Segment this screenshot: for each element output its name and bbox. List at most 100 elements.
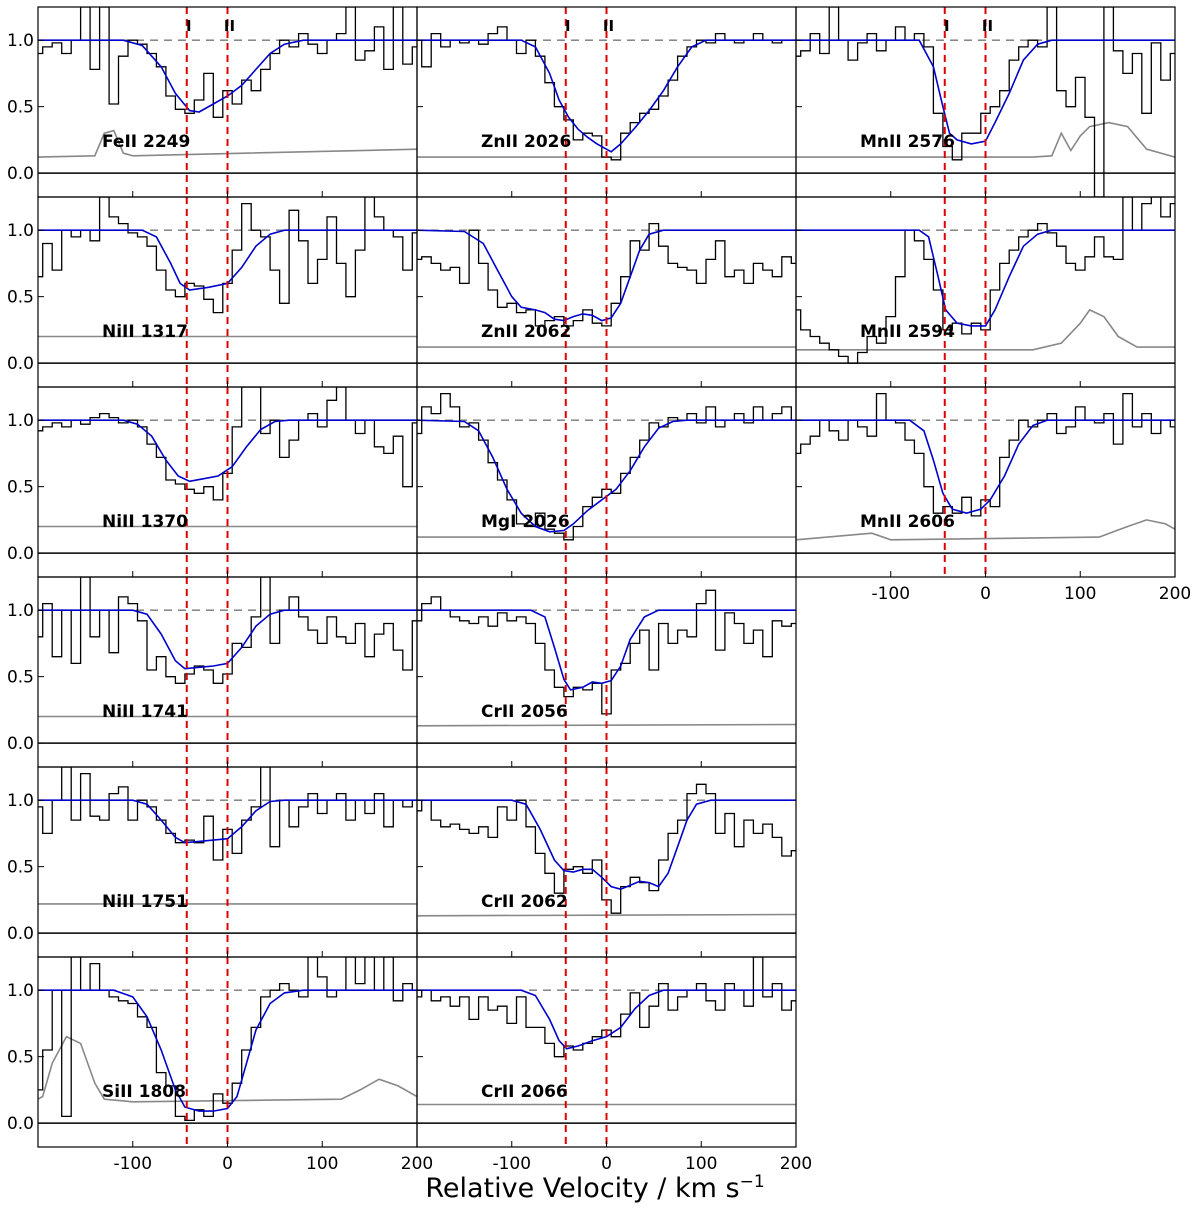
species-label: ZnII 2062 — [481, 322, 571, 342]
panel-plot-area — [796, 387, 1175, 577]
y-tick-label: 0.5 — [7, 98, 34, 118]
x-tick-label: 200 — [401, 1154, 433, 1174]
species-label: MnII 2606 — [860, 512, 955, 532]
voigt-fit-line — [38, 419, 417, 483]
y-tick-label: 0.5 — [7, 858, 34, 878]
species-label: NiII 1370 — [102, 512, 188, 532]
voigt-fit-line — [417, 419, 796, 533]
flux-histogram — [417, 957, 796, 1058]
error-spectrum — [38, 129, 417, 158]
component-label: I — [565, 17, 571, 35]
spectrum-panel: 0.0 0.5 1.0 NiII 1741 — [7, 576, 418, 768]
voigt-fit-line — [796, 419, 1175, 515]
x-tick-label: 0 — [222, 1154, 233, 1174]
error-spectrum — [796, 519, 1175, 541]
error-spectrum — [38, 1035, 417, 1103]
y-tick-label: 1.0 — [7, 221, 34, 241]
species-label: NiII 1317 — [102, 322, 188, 342]
species-label: MnII 2576 — [860, 132, 955, 152]
species-label: NiII 1751 — [102, 892, 188, 912]
panel-plot-area — [417, 767, 796, 957]
component-label: II — [603, 17, 614, 35]
panel-plot-area — [796, 197, 1175, 387]
component-label: II — [982, 17, 993, 35]
x-tick-label: -100 — [113, 1154, 152, 1174]
component-label: I — [186, 17, 192, 35]
y-tick-label: 0.0 — [7, 734, 34, 754]
species-label: FeII 2249 — [102, 132, 190, 152]
x-tick-label: 0 — [980, 584, 991, 604]
spectrum-panel: 0.0 0.5 1.0 NiII 1317 — [7, 196, 418, 388]
voigt-fit-line — [417, 989, 796, 1050]
x-axis-title-exponent: −1 — [740, 1172, 765, 1192]
voigt-fit-line — [38, 39, 417, 113]
y-tick-label: 1.0 — [7, 981, 34, 1001]
voigt-fit-line — [38, 229, 417, 291]
panel-plot-area — [417, 7, 796, 197]
x-tick-label: 100 — [685, 1154, 717, 1174]
spectrum-panel: 0.0 0.5 1.0 NiII 1751 — [7, 766, 418, 958]
species-label: MnII 2594 — [860, 322, 955, 342]
component-label: II — [224, 17, 235, 35]
species-label: SiII 1808 — [102, 1082, 186, 1102]
voigt-fit-line — [417, 39, 796, 153]
panel-plot-area — [38, 197, 417, 387]
flux-histogram — [417, 222, 796, 327]
flux-histogram — [796, 7, 1175, 197]
y-tick-label: 0.0 — [7, 1114, 34, 1134]
voigt-fit-line — [417, 229, 796, 322]
x-tick-label: 200 — [1159, 584, 1191, 604]
spectrum-panel: -100 0 100 200 MnII 2606 — [795, 386, 1191, 604]
voigt-fit-line — [38, 799, 417, 844]
y-tick-label: 0.0 — [7, 924, 34, 944]
panel-plot-area — [417, 197, 796, 387]
error-spectrum — [796, 121, 1175, 158]
panel-plot-area — [38, 957, 417, 1147]
x-tick-label: 0 — [601, 1154, 612, 1174]
spectrum-panel: MnII 2594 — [795, 196, 1176, 388]
y-tick-label: 0.5 — [7, 668, 34, 688]
x-axis-title-text: Relative Velocity / km s — [425, 1173, 739, 1204]
panel-plot-area — [38, 387, 417, 577]
x-tick-label: 100 — [1064, 584, 1096, 604]
y-tick-label: 0.5 — [7, 1048, 34, 1068]
y-tick-label: 1.0 — [7, 31, 34, 51]
panel-plot-area — [796, 7, 1175, 197]
x-axis-title: Relative Velocity / km s−1 — [425, 1172, 764, 1204]
x-tick-label: -100 — [492, 1154, 531, 1174]
species-label: CrII 2066 — [481, 1082, 568, 1102]
spectrum-panel: 0.0 0.5 1.0 -100 0 100 200 SiII 1808 — [7, 956, 433, 1174]
x-tick-label: 100 — [306, 1154, 338, 1174]
panel-plot-area — [38, 7, 417, 197]
y-tick-label: 0.0 — [7, 354, 34, 374]
spectrum-panel: MgI 2026 — [416, 386, 797, 578]
spectrum-panel: -100 0 100 200 CrII 2066 — [416, 956, 812, 1174]
panel-plot-area — [38, 767, 417, 957]
error-spectrum — [796, 308, 1175, 351]
voigt-fit-line — [796, 39, 1175, 145]
panel-plot-area — [417, 957, 796, 1147]
species-label: CrII 2062 — [481, 892, 568, 912]
component-label: I — [944, 17, 950, 35]
y-tick-label: 0.5 — [7, 288, 34, 308]
panel-plot-area — [417, 577, 796, 767]
y-tick-label: 1.0 — [7, 601, 34, 621]
species-label: CrII 2056 — [481, 702, 568, 722]
y-tick-label: 0.0 — [7, 164, 34, 184]
x-tick-label: -100 — [871, 584, 910, 604]
voigt-fit-line — [796, 229, 1175, 327]
flux-histogram — [38, 7, 417, 118]
voigt-fit-line — [417, 799, 796, 891]
species-label: NiII 1741 — [102, 702, 188, 722]
y-tick-label: 1.0 — [7, 411, 34, 431]
y-tick-label: 0.0 — [7, 544, 34, 564]
panel-plot-area — [417, 387, 796, 577]
spectrum-panel: CrII 2062 — [416, 766, 797, 958]
species-label: ZnII 2026 — [481, 132, 571, 152]
voigt-fit-line — [38, 989, 417, 1112]
